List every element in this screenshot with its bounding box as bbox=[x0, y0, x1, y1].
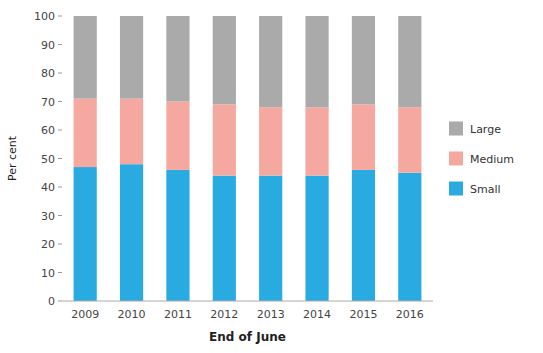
x-tick-label: 2013 bbox=[257, 308, 285, 321]
bar bbox=[398, 107, 421, 173]
y-tick bbox=[58, 73, 62, 74]
y-tick bbox=[58, 101, 62, 102]
bar bbox=[352, 170, 375, 301]
y-tick-label: 0 bbox=[48, 295, 55, 308]
y-tick-label: 10 bbox=[41, 267, 55, 280]
bar bbox=[74, 16, 97, 99]
bar bbox=[305, 107, 328, 175]
bar bbox=[352, 104, 375, 170]
bar bbox=[213, 104, 236, 175]
legend: Large Medium Small bbox=[449, 122, 514, 196]
bar bbox=[305, 176, 328, 301]
x-tick-label: 2015 bbox=[349, 308, 377, 321]
bar bbox=[120, 16, 143, 99]
y-tick-label: 30 bbox=[41, 210, 55, 223]
x-tick-label: 2011 bbox=[164, 308, 192, 321]
y-tick bbox=[58, 16, 62, 17]
legend-swatch bbox=[449, 152, 463, 166]
bar bbox=[259, 107, 282, 175]
y-tick bbox=[58, 215, 62, 216]
y-tick-label: 40 bbox=[41, 181, 55, 194]
y-tick bbox=[58, 44, 62, 45]
bar bbox=[305, 16, 328, 107]
legend-label: Large bbox=[470, 123, 501, 136]
y-tick bbox=[58, 244, 62, 245]
x-tick-label: 2012 bbox=[210, 308, 238, 321]
bar bbox=[259, 176, 282, 301]
y-tick-label: 70 bbox=[41, 96, 55, 109]
y-tick bbox=[58, 301, 62, 302]
y-tick bbox=[58, 130, 62, 131]
y-tick-label: 50 bbox=[41, 153, 55, 166]
x-tick-label: 2009 bbox=[71, 308, 99, 321]
legend-swatch bbox=[449, 122, 463, 136]
x-axis-line bbox=[62, 301, 433, 302]
bar bbox=[74, 99, 97, 167]
bar bbox=[259, 16, 282, 107]
y-tick bbox=[58, 272, 62, 273]
y-tick-label: 100 bbox=[34, 10, 55, 23]
bar bbox=[166, 16, 189, 102]
legend-swatch bbox=[449, 182, 463, 196]
bar bbox=[213, 16, 236, 104]
bar bbox=[213, 176, 236, 301]
chart: 0102030405060708090100200920102011201220… bbox=[0, 0, 543, 353]
bar bbox=[398, 173, 421, 301]
x-tick-label: 2014 bbox=[303, 308, 331, 321]
series-2 bbox=[74, 16, 422, 107]
y-tick-label: 80 bbox=[41, 67, 55, 80]
bar bbox=[166, 102, 189, 170]
y-tick-label: 20 bbox=[41, 238, 55, 251]
series-1 bbox=[74, 99, 422, 176]
bar bbox=[166, 170, 189, 301]
x-tick-label: 2010 bbox=[118, 308, 146, 321]
bar bbox=[120, 164, 143, 301]
y-axis: 0 10 20 30 40 50 60 70 80 90 100 bbox=[34, 10, 62, 308]
y-tick-label: 60 bbox=[41, 124, 55, 137]
y-tick-label: 90 bbox=[41, 39, 55, 52]
y-tick bbox=[58, 158, 62, 159]
legend-label: Medium bbox=[470, 153, 514, 166]
bar bbox=[398, 16, 421, 107]
y-axis-label: Per cent bbox=[6, 135, 19, 181]
bar bbox=[352, 16, 375, 104]
x-tick-label: 2016 bbox=[396, 308, 424, 321]
bar bbox=[120, 99, 143, 165]
x-axis: 2009 2010 2011 2012 2013 2014 2015 2016 bbox=[62, 301, 433, 321]
bars bbox=[74, 16, 422, 301]
y-tick bbox=[58, 187, 62, 188]
x-axis-label: End of June bbox=[209, 330, 286, 344]
bar bbox=[74, 167, 97, 301]
series-0 bbox=[74, 164, 422, 301]
legend-label: Small bbox=[470, 183, 501, 196]
